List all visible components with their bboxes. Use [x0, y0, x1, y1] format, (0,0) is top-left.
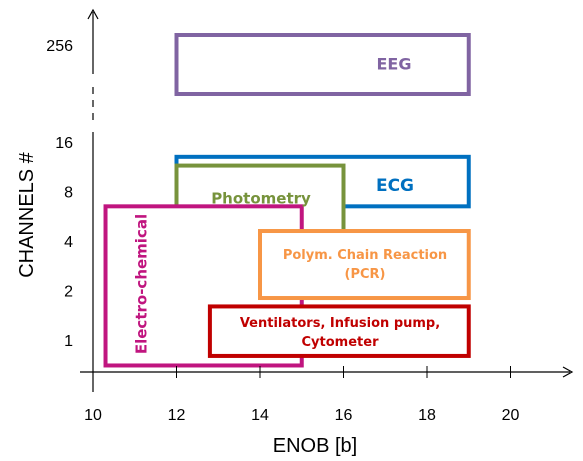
region-label-photometry: Photometry	[211, 189, 311, 207]
region-label-electro-chemical: Electro-chemical	[132, 214, 150, 354]
y-tick-label-256: 256	[46, 38, 73, 55]
region-label-line-ecg-0: ECG	[376, 176, 414, 196]
x-tick-label-16: 16	[335, 407, 353, 424]
y-tick-label-1: 1	[64, 333, 73, 350]
region-label-line-electro-chemical-0: Electro-chemical	[132, 214, 150, 354]
x-tick-label-14: 14	[251, 407, 269, 424]
region-box-eeg	[174, 33, 471, 96]
x-tick-label-18: 18	[418, 407, 436, 424]
y-tick-label-4: 4	[64, 234, 73, 251]
labels-layer: EEG ECG Photometry Electro-chemical Polym. C…	[132, 55, 447, 355]
region-label-polym-chain-reaction-pcr: Polym. Chain Reaction (PCR)	[283, 248, 447, 282]
region-label-line-polym-chain-reaction-pcr-0: Polym. Chain Reaction	[283, 248, 447, 263]
region-box-ventilators-infusion-pump-cytometer	[207, 304, 471, 358]
x-axis-title: ENOB [b]	[273, 435, 357, 457]
x-tick-label-10: 10	[84, 407, 102, 424]
region-label-eeg: EEG	[377, 55, 412, 74]
region-label-line-ventilators-infusion-pump-cytometer-0: Ventilators, Infusion pump,	[240, 316, 440, 331]
region-label-ecg: ECG	[376, 176, 414, 196]
x-tick-label-12: 12	[168, 407, 186, 424]
x-axis-arrow	[562, 366, 574, 378]
x-tick-label-20: 20	[502, 407, 520, 424]
y-tick-label-8: 8	[64, 185, 73, 202]
region-box-polym-chain-reaction-pcr	[258, 229, 471, 301]
region-label-ventilators-infusion-pump-cytometer: Ventilators, Infusion pump, Cytometer	[240, 316, 440, 350]
y-tick-label-16: 16	[55, 135, 73, 152]
region-label-line-polym-chain-reaction-pcr-1: (PCR)	[345, 267, 386, 282]
regions-layer	[103, 33, 471, 368]
region-label-line-eeg-0: EEG	[377, 55, 412, 74]
region-label-line-photometry-0: Photometry	[211, 189, 311, 207]
y-axis-arrow	[87, 8, 99, 20]
y-tick-label-2: 2	[64, 284, 73, 301]
y-axis-title: CHANNELS #	[16, 151, 38, 277]
region-label-line-ventilators-infusion-pump-cytometer-1: Cytometer	[302, 335, 380, 350]
